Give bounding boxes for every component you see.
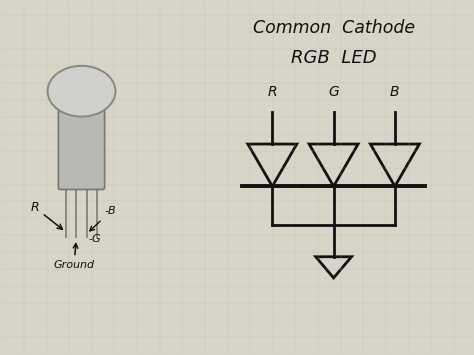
Text: G: G [328,85,339,99]
FancyBboxPatch shape [58,106,105,190]
Text: RGB  LED: RGB LED [291,49,376,67]
Text: -B: -B [90,207,116,231]
Text: Ground: Ground [54,244,94,271]
Text: B: B [390,85,400,99]
Circle shape [47,66,116,116]
Text: R: R [267,85,277,99]
Text: R: R [31,201,63,229]
Text: Common  Cathode: Common Cathode [253,19,415,37]
Text: -G: -G [88,234,100,244]
